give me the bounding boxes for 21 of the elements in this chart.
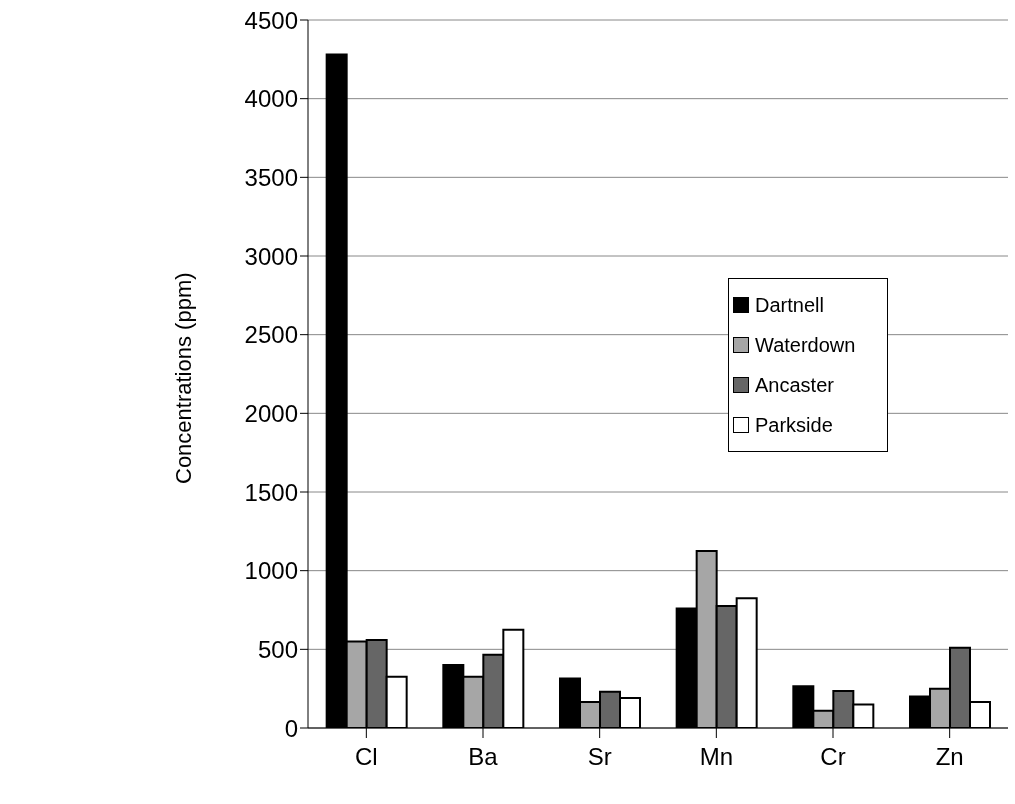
x-tick-label: Cr [820,743,846,771]
legend-label: Waterdown [755,333,856,358]
y-tick-label: 1000 [244,557,298,585]
x-tick-label: Zn [935,743,964,771]
legend-label: Dartnell [755,293,824,318]
x-tick-label: Ba [468,743,499,771]
y-tick-label: 4000 [244,85,298,113]
y-tick-label: 4500 [244,6,298,34]
legend-label: Parkside [755,413,833,438]
y-tick-label: 2500 [244,321,298,349]
y-axis-title: Concentrations (ppm) [170,272,196,484]
x-tick-label: Cl [355,743,378,771]
x-tick-label: Mn [699,743,734,771]
legend-label: Ancaster [755,373,834,398]
x-tick-label: Sr [587,743,612,771]
y-tick-label: 0 [284,714,298,742]
y-tick-label: 500 [257,635,298,663]
y-tick-label: 3500 [244,163,298,191]
y-tick-label: 1500 [244,478,298,506]
y-tick-label: 2000 [244,399,298,427]
y-tick-label: 3000 [244,242,298,270]
